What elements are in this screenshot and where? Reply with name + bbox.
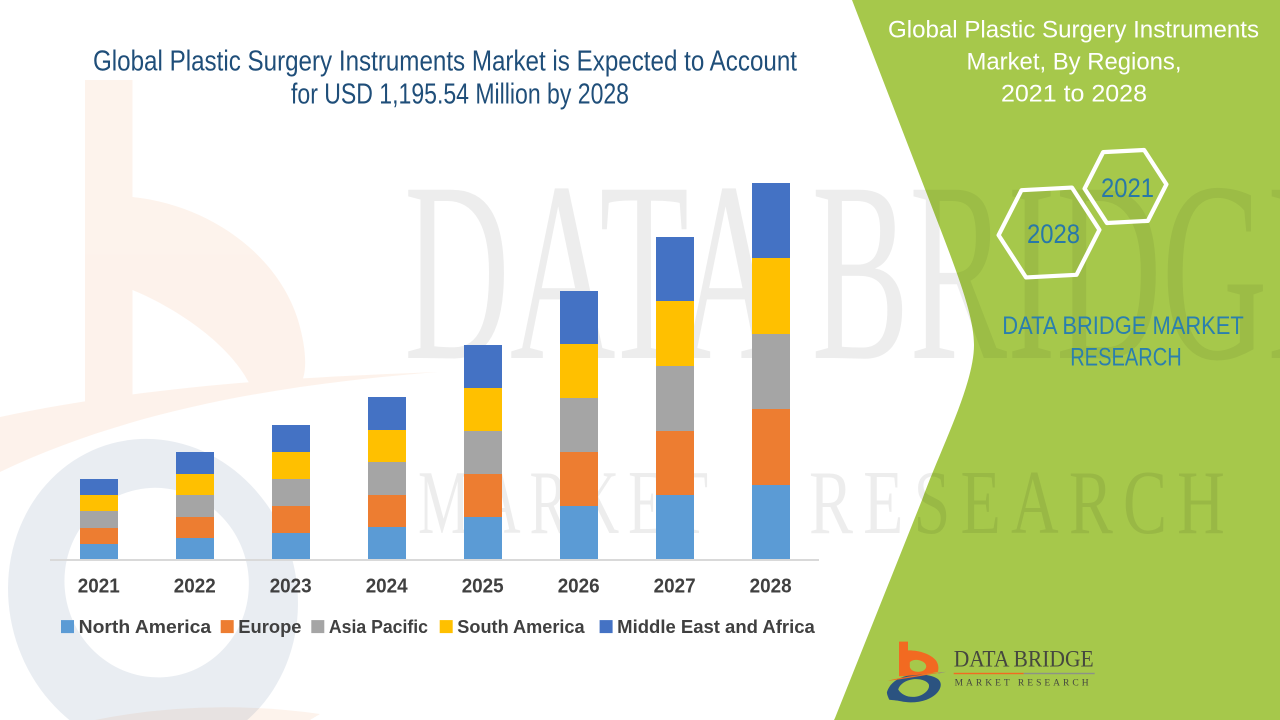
- svg-text:South America: South America: [457, 617, 585, 637]
- svg-text:MARKET RESEARCH: MARKET RESEARCH: [955, 679, 1092, 689]
- svg-text:Middle East and Africa: Middle East and Africa: [617, 617, 816, 637]
- svg-text:RESEARCH: RESEARCH: [809, 452, 1235, 553]
- svg-text:Global Plastic Surgery Instrum: Global Plastic Surgery Instruments: [888, 16, 1259, 43]
- svg-text:2024: 2024: [366, 576, 409, 598]
- svg-text:Europe: Europe: [238, 617, 301, 637]
- svg-text:Global Plastic Surgery Instrum: Global Plastic Surgery Instruments Marke…: [93, 46, 797, 78]
- svg-text:DATA BRIDGE: DATA BRIDGE: [404, 129, 1280, 414]
- svg-text:North America: North America: [79, 617, 213, 637]
- svg-text:2022: 2022: [174, 576, 216, 598]
- svg-text:Asia Pacific: Asia Pacific: [329, 617, 428, 637]
- svg-text:2026: 2026: [558, 576, 600, 598]
- svg-text:2021: 2021: [1101, 173, 1154, 203]
- svg-text:2027: 2027: [654, 576, 696, 598]
- svg-text:2025: 2025: [462, 576, 504, 598]
- svg-text:2021: 2021: [78, 576, 120, 598]
- svg-text:2028: 2028: [1027, 219, 1080, 249]
- svg-text:Market, By Regions,: Market, By Regions,: [967, 48, 1182, 75]
- svg-text:DATA BRIDGE MARKET: DATA BRIDGE MARKET: [1002, 312, 1244, 340]
- svg-text:for USD 1,195.54 Million by 20: for USD 1,195.54 Million by 2028: [291, 78, 629, 110]
- svg-text:DATA BRIDGE: DATA BRIDGE: [954, 647, 1094, 672]
- svg-text:RESEARCH: RESEARCH: [1070, 344, 1182, 372]
- svg-text:2021 to 2028: 2021 to 2028: [1001, 80, 1147, 107]
- svg-text:2028: 2028: [750, 576, 792, 598]
- svg-text:2023: 2023: [270, 576, 312, 598]
